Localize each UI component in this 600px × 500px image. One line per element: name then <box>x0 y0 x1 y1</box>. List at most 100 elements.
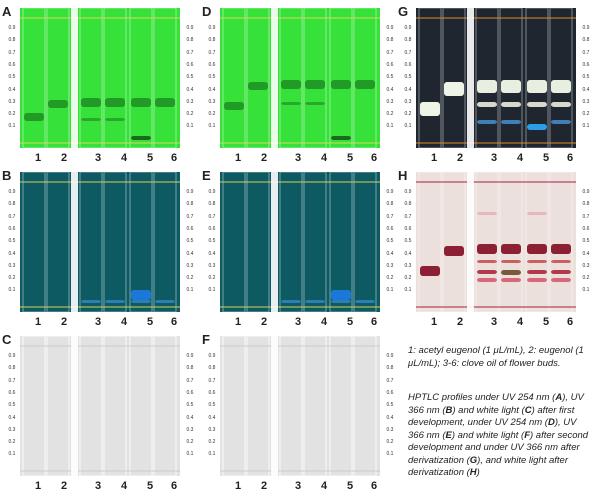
hptlc-plate <box>220 8 380 148</box>
caption-letter: F <box>524 429 530 441</box>
lane-1 <box>222 8 246 148</box>
rf-tick-label: 0.3 <box>8 426 16 433</box>
rf-tick-label: 0.6 <box>208 225 216 232</box>
band <box>551 80 571 93</box>
caption-text: ) and white light ( <box>452 404 525 416</box>
plate-gap <box>271 336 278 476</box>
lane-5 <box>129 172 153 312</box>
lane-5 <box>329 172 353 312</box>
band <box>477 120 497 124</box>
rf-tick-label: 0.6 <box>386 61 394 68</box>
rf-tick-label: 0.4 <box>582 86 590 93</box>
rf-tick-label: 0.6 <box>404 225 412 232</box>
band <box>281 102 301 105</box>
lane-number-label: 3 <box>294 152 302 164</box>
lane-number-label: 4 <box>516 316 524 328</box>
band <box>224 102 244 110</box>
lane-4 <box>303 172 327 312</box>
rf-tick-label: 0.6 <box>186 389 194 396</box>
lane-5 <box>129 336 153 476</box>
rf-tick-label: 0.4 <box>386 250 394 257</box>
lane-1 <box>22 172 46 312</box>
lane-number-label: 1 <box>34 316 42 328</box>
hptlc-plate <box>416 8 576 148</box>
rf-scale-left: 0.9 0.8 0.7 0.6 0.5 0.4 0.3 0.2 0.1 <box>206 336 218 476</box>
band <box>355 80 375 89</box>
band <box>527 244 547 254</box>
rf-tick-label: 0.8 <box>186 37 194 44</box>
lane-3 <box>79 8 103 148</box>
band <box>477 260 497 263</box>
band <box>527 124 547 130</box>
band <box>48 100 68 108</box>
band <box>527 212 547 215</box>
rf-scale-left: 0.9 0.8 0.7 0.6 0.5 0.4 0.3 0.2 0.1 <box>6 336 18 476</box>
lane-number-label: 3 <box>490 152 498 164</box>
rf-tick-label: 0.9 <box>186 25 194 31</box>
band <box>551 102 571 107</box>
lane-6 <box>353 172 377 312</box>
lane-1 <box>222 336 246 476</box>
band <box>305 300 325 303</box>
band <box>477 278 497 282</box>
rf-tick-label: 0.1 <box>404 287 412 294</box>
lane-number-label: 4 <box>320 152 328 164</box>
rf-tick-label: 0.4 <box>386 414 394 421</box>
lane-number-label: 3 <box>294 480 302 492</box>
rf-tick-label: 0.2 <box>582 275 590 282</box>
band <box>501 120 521 124</box>
rf-tick-label: 0.3 <box>208 262 216 269</box>
band <box>105 98 125 107</box>
rf-tick-label: 0.2 <box>186 111 194 118</box>
caption-letter: B <box>445 404 453 416</box>
rf-tick-label: 0.4 <box>208 414 216 421</box>
band <box>477 244 497 254</box>
rf-tick-label: 0.8 <box>186 365 194 372</box>
rf-scale-right: 0.9 0.8 0.7 0.6 0.5 0.4 0.3 0.2 0.1 <box>384 8 396 148</box>
rf-tick-label: 0.5 <box>208 74 216 81</box>
band <box>331 136 351 140</box>
rf-tick-label: 0.9 <box>582 25 590 31</box>
lane-5 <box>329 8 353 148</box>
rf-tick-label: 0.8 <box>186 201 194 208</box>
rf-tick-label: 0.6 <box>404 61 412 68</box>
rf-tick-label: 0.4 <box>582 250 590 257</box>
caption-letter: A <box>555 392 563 403</box>
band <box>527 270 547 274</box>
rf-tick-label: 0.9 <box>8 353 16 359</box>
lane-3 <box>79 172 103 312</box>
rf-tick-label: 0.1 <box>208 287 216 294</box>
rf-tick-label: 0.3 <box>208 98 216 105</box>
rf-tick-label: 0.3 <box>582 98 590 105</box>
rf-tick-label: 0.5 <box>582 74 590 81</box>
band <box>305 102 325 105</box>
lane-number-label: 5 <box>346 316 354 328</box>
rf-tick-label: 0.8 <box>582 37 590 44</box>
rf-tick-label: 0.6 <box>208 389 216 396</box>
rf-tick-label: 0.5 <box>186 402 194 409</box>
caption-text: ), and white light after derivatization … <box>408 454 568 479</box>
band <box>355 300 375 303</box>
caption-letter: C <box>524 404 532 416</box>
rf-tick-label: 0.9 <box>208 189 216 195</box>
rf-tick-label: 0.7 <box>208 213 216 220</box>
rf-tick-label: 0.4 <box>208 250 216 257</box>
band <box>501 80 521 93</box>
rf-tick-label: 0.7 <box>386 49 394 56</box>
rf-tick-label: 0.7 <box>582 213 590 220</box>
rf-tick-label: 0.4 <box>186 86 194 93</box>
rf-tick-label: 0.5 <box>386 238 394 245</box>
band <box>477 102 497 107</box>
plate-gap <box>271 172 278 312</box>
rf-scale-right: 0.9 0.8 0.7 0.6 0.5 0.4 0.3 0.2 0.1 <box>184 8 196 148</box>
band <box>81 118 101 121</box>
band <box>477 270 497 274</box>
lane-3 <box>279 8 303 148</box>
rf-tick-label: 0.3 <box>386 426 394 433</box>
lane-1 <box>418 172 442 312</box>
rf-tick-label: 0.2 <box>386 111 394 118</box>
rf-tick-label: 0.6 <box>208 61 216 68</box>
rf-scale-right: 0.9 0.8 0.7 0.6 0.5 0.4 0.3 0.2 0.1 <box>580 172 592 312</box>
caption-description: HPTLC profiles under UV 254 nm (A), UV 3… <box>408 392 594 480</box>
hptlc-plate <box>20 8 180 148</box>
